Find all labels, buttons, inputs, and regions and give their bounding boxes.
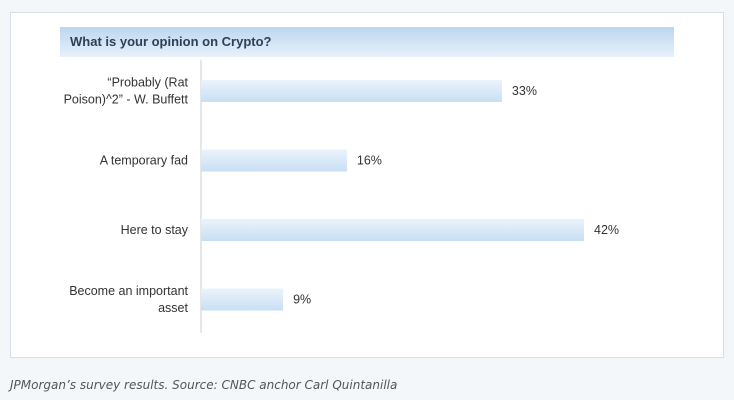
bar xyxy=(201,149,347,172)
category-label: “Probably (Rat xyxy=(107,76,188,90)
figure-caption: JPMorgan’s survey results. Source: CNBC … xyxy=(10,378,398,392)
value-label: 33% xyxy=(512,84,537,98)
chart-title-band: What is your opinion on Crypto? xyxy=(60,27,674,57)
category-label: Here to stay xyxy=(121,223,189,237)
bar xyxy=(201,219,584,241)
chart-frame xyxy=(10,12,724,358)
bar xyxy=(201,80,502,102)
category-label: A temporary fad xyxy=(100,154,188,168)
value-label: 16% xyxy=(357,154,382,168)
category-label: asset xyxy=(158,301,188,315)
bar xyxy=(201,288,284,311)
chart-title: What is your opinion on Crypto? xyxy=(70,34,272,49)
value-label: 9% xyxy=(293,293,311,307)
value-label: 42% xyxy=(594,223,619,237)
category-label: Become an important xyxy=(69,284,188,298)
category-label: Poison)^2” - W. Buffett xyxy=(64,93,189,107)
